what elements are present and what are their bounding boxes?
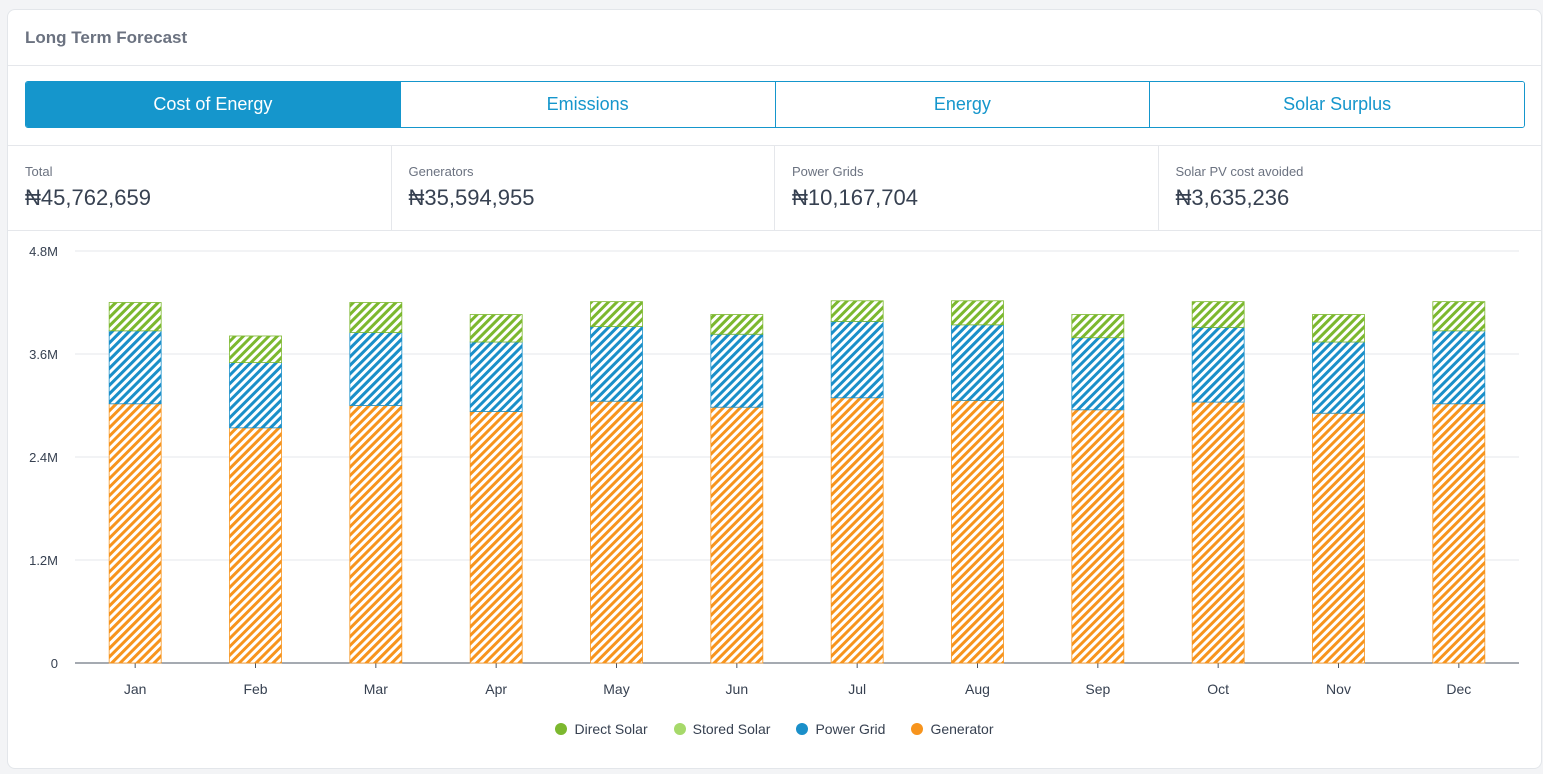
x-tick-label: Apr <box>485 681 507 697</box>
bar-direct-solar-dec <box>1432 301 1486 332</box>
x-tick-label: Jul <box>848 681 866 697</box>
y-tick-label: 0 <box>51 656 58 671</box>
summary-stats: Total ₦45,762,659 Generators ₦35,594,955… <box>8 145 1541 231</box>
tab-cost-of-energy[interactable]: Cost of Energy <box>26 82 400 127</box>
bar-direct-solar-nov <box>1312 314 1365 343</box>
x-tick-label: Dec <box>1446 681 1471 697</box>
bar-direct-solar-may <box>590 301 643 327</box>
x-tick-label: Aug <box>965 681 990 697</box>
card-header: Long Term Forecast <box>8 10 1541 66</box>
bar-direct-solar-jul <box>830 300 884 322</box>
x-tick-label: May <box>603 681 629 697</box>
bar-power-grid-feb <box>229 362 282 429</box>
stat-label: Generators <box>408 164 474 179</box>
tab-solar-surplus[interactable]: Solar Surplus <box>1149 82 1524 127</box>
stat-label: Solar PV cost avoided <box>1175 164 1304 179</box>
legend-label: Direct Solar <box>574 721 648 737</box>
stat-value: ₦3,635,236 <box>1175 185 1290 210</box>
chart-legend: Direct Solar Stored Solar Power Grid Genera… <box>8 721 1541 737</box>
bar-direct-solar-aug <box>951 300 1004 326</box>
stat-label: Total <box>25 164 53 179</box>
legend-dot-icon <box>673 723 686 735</box>
y-tick-label: 2.4M <box>29 450 58 465</box>
bar-power-grid-may <box>590 326 643 402</box>
legend-label: Stored Solar <box>692 721 771 737</box>
bar-direct-solar-feb <box>229 335 282 363</box>
x-tick-label: Nov <box>1326 681 1351 697</box>
x-tick-label: Mar <box>364 681 388 697</box>
bar-generator-aug <box>951 399 1004 664</box>
legend-item-direct-solar[interactable]: Direct Solar <box>555 721 648 737</box>
bar-direct-solar-jun <box>710 314 764 335</box>
bar-power-grid-aug <box>951 324 1004 401</box>
bar-generator-mar <box>349 405 403 664</box>
stat-total: Total ₦45,762,659 <box>8 146 391 230</box>
legend-dot-icon <box>555 723 568 735</box>
y-tick-label: 4.8M <box>29 244 58 259</box>
bar-generator-sep <box>1071 409 1125 664</box>
legend-label: Power Grid <box>815 721 886 737</box>
bar-power-grid-jan <box>108 330 162 405</box>
legend-item-stored-solar[interactable]: Stored Solar <box>673 721 771 737</box>
legend-dot-icon <box>911 723 924 735</box>
cost-stacked-bar-chart: 0 1.2M 2.4M 3.6M 4.8M Jan Feb Mar Apr May Jun Jul Au… <box>29 244 1519 697</box>
legend-label: Generator <box>930 721 994 737</box>
y-tick-label: 3.6M <box>29 347 58 362</box>
metric-tabs: Cost of Energy Emissions Energy Solar Su… <box>25 81 1525 128</box>
bar-power-grid-oct <box>1191 326 1245 403</box>
stat-generators: Generators ₦35,594,955 <box>390 146 775 230</box>
bar-generator-jul <box>830 397 884 664</box>
bar-generator-jun <box>710 406 764 664</box>
x-tick-label: Jun <box>726 681 749 697</box>
x-tick-label: Oct <box>1207 681 1229 697</box>
bar-power-grid-apr <box>469 341 523 412</box>
stat-value: ₦35,594,955 <box>408 185 535 210</box>
legend-item-generator[interactable]: Generator <box>911 721 994 737</box>
bar-power-grid-jul <box>830 320 884 399</box>
bar-generator-jan <box>108 403 162 664</box>
stat-label: Power Grids <box>792 164 864 179</box>
bar-power-grid-jun <box>710 333 764 408</box>
tab-emissions[interactable]: Emissions <box>399 82 775 127</box>
bar-generator-may <box>590 400 643 664</box>
y-tick-label: 1.2M <box>29 553 58 568</box>
bar-generator-dec <box>1432 403 1486 664</box>
x-tick-label: Jan <box>124 681 147 697</box>
x-tick-label: Sep <box>1085 681 1110 697</box>
legend-item-power-grid[interactable]: Power Grid <box>796 721 885 737</box>
bar-direct-solar-apr <box>469 314 523 343</box>
card-title: Long Term Forecast <box>25 28 188 47</box>
stat-solar-pv-avoided: Solar PV cost avoided ₦3,635,236 <box>1157 146 1542 230</box>
bar-power-grid-dec <box>1432 330 1486 405</box>
bar-generator-apr <box>469 411 523 664</box>
bar-generator-oct <box>1191 401 1245 664</box>
forecast-card: Long Term Forecast Cost of Energy Emissi… <box>7 9 1542 769</box>
tab-energy[interactable]: Energy <box>774 82 1150 127</box>
stat-value: ₦10,167,704 <box>792 185 918 210</box>
bar-direct-solar-sep <box>1071 314 1125 339</box>
bar-power-grid-mar <box>349 332 403 406</box>
bar-power-grid-sep <box>1071 337 1125 411</box>
stat-value: ₦45,762,659 <box>25 185 151 210</box>
bar-power-grid-nov <box>1312 341 1365 414</box>
bar-generator-feb <box>229 427 282 664</box>
bar-direct-solar-jan <box>108 302 162 332</box>
stat-power-grids: Power Grids ₦10,167,704 <box>774 146 1158 230</box>
bar-direct-solar-oct <box>1191 301 1245 328</box>
x-tick-label: Feb <box>243 681 267 697</box>
legend-dot-icon <box>796 723 809 735</box>
bar-direct-solar-mar <box>349 302 403 333</box>
bar-generator-nov <box>1312 412 1365 664</box>
